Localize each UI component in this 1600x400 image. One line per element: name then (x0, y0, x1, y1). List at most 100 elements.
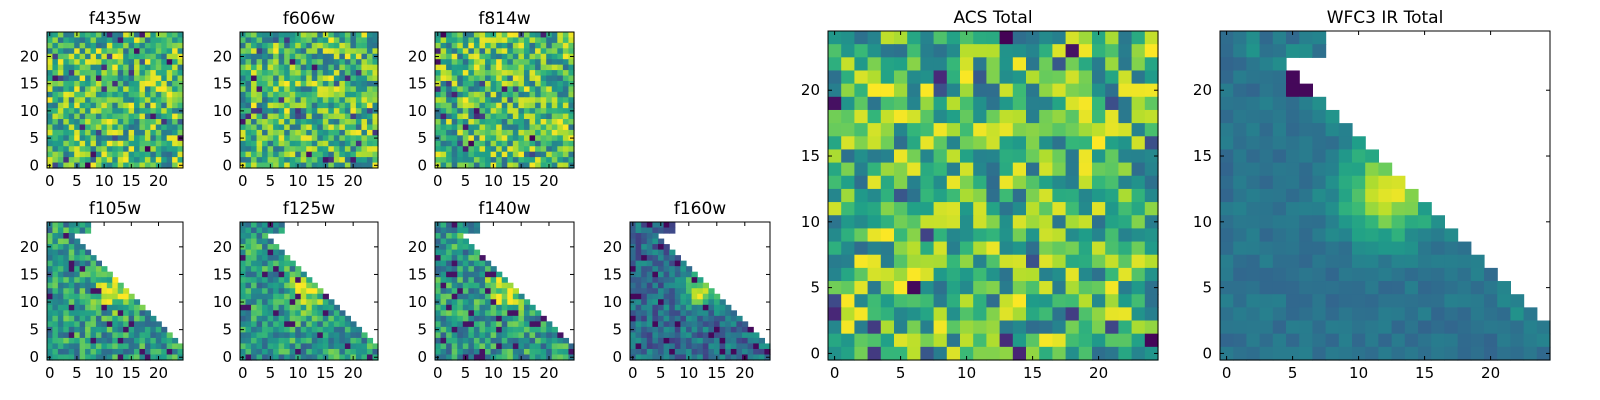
heatmap-cell (240, 64, 247, 71)
heatmap-cell (960, 149, 974, 164)
heatmap-cell (1259, 254, 1274, 269)
heatmap-cell (479, 326, 486, 333)
heatmap-cell (1026, 228, 1040, 243)
heatmap-cell (468, 293, 475, 300)
heatmap-cell (284, 129, 291, 136)
heatmap-cell (880, 215, 895, 229)
heatmap-cell (57, 348, 64, 356)
heatmap-cell (867, 241, 882, 256)
heatmap-cell (322, 146, 329, 153)
heatmap-cell (646, 354, 653, 361)
heatmap-cell (518, 293, 525, 300)
heatmap-cell (867, 307, 882, 322)
heatmap-cell (986, 333, 1001, 348)
heatmap-cell (112, 102, 119, 109)
heatmap-cell (753, 337, 760, 345)
heatmap-cell (1404, 241, 1419, 256)
heatmap-cell (920, 44, 935, 58)
heatmap-cell (920, 202, 935, 216)
heatmap-cell (278, 146, 285, 153)
heatmap-cell (350, 91, 357, 98)
heatmap-cell (101, 80, 108, 87)
heatmap-cell (1131, 294, 1146, 308)
heatmap-cell (920, 162, 935, 177)
heatmap-cell (446, 129, 453, 136)
heatmap-cell (557, 129, 564, 136)
heatmap-cell (557, 354, 564, 361)
heatmap-cell (446, 271, 453, 278)
heatmap-cell (674, 332, 681, 339)
heatmap-cell (106, 271, 113, 278)
heatmap-cell (128, 315, 135, 322)
heatmap-cell (85, 37, 92, 44)
heatmap-cell (52, 32, 59, 39)
heatmap-cell (106, 315, 113, 322)
heatmap-cell (630, 266, 637, 273)
heatmap-cell (485, 315, 492, 322)
heatmap-cell (468, 97, 475, 104)
heatmap-cell (74, 277, 81, 284)
heatmap-cell (485, 91, 492, 98)
heatmap-cell (361, 343, 368, 350)
heatmap-cell (240, 42, 247, 49)
heatmap-cell (289, 326, 296, 333)
heatmap-cell (562, 70, 570, 77)
heatmap-cell (446, 124, 453, 131)
panel-title: f435w (89, 9, 141, 29)
heatmap-cell (1118, 70, 1133, 85)
heatmap-cell (551, 146, 558, 153)
heatmap-cell (468, 343, 475, 350)
heatmap-cell (1092, 31, 1106, 45)
heatmap-cell (1039, 109, 1053, 124)
heatmap-cell (551, 140, 558, 147)
heatmap-cell (361, 53, 368, 60)
heatmap-cell (446, 32, 453, 39)
heatmap-cell (300, 326, 307, 333)
heatmap-cell (355, 64, 363, 71)
heatmap-cell (63, 97, 70, 104)
heatmap-cell (1404, 188, 1419, 203)
heatmap-cell (551, 348, 558, 356)
heatmap-cell (986, 123, 1001, 137)
heatmap-cell (63, 233, 70, 240)
heatmap-cell (63, 80, 70, 87)
heatmap-cell (166, 108, 173, 115)
heatmap-cell (1220, 202, 1234, 216)
heatmap-cell (57, 222, 64, 229)
heatmap-cell (867, 294, 882, 308)
heatmap-cell (95, 266, 102, 273)
heatmap-cell (68, 354, 75, 361)
heatmap-cell (440, 162, 447, 169)
heatmap-cell (641, 277, 648, 284)
heatmap-cell (90, 102, 97, 109)
heatmap-cell (680, 354, 687, 361)
heatmap-cell (161, 348, 168, 356)
heatmap-cell (328, 91, 335, 98)
heatmap-cell (1259, 215, 1274, 229)
heatmap-cell (344, 113, 351, 120)
heatmap-cell (68, 140, 75, 147)
heatmap-cell (47, 304, 54, 311)
heatmap-cell (273, 86, 280, 93)
heatmap-cell (256, 260, 263, 267)
heatmap-cell (490, 343, 497, 350)
axes-frame (239, 221, 379, 361)
heatmap-cell (669, 310, 676, 317)
heatmap-cell (262, 271, 269, 278)
heatmap-cell (697, 343, 704, 350)
heatmap-cell (440, 244, 447, 251)
heatmap-cell (669, 354, 676, 361)
heatmap-cell (344, 53, 351, 60)
heatmap-cell (435, 255, 442, 262)
heatmap-cell (435, 293, 442, 300)
heatmap-cell (177, 42, 184, 49)
heatmap-cell (52, 326, 59, 333)
heatmap-cell (485, 288, 492, 295)
heatmap-cell (256, 282, 263, 289)
heatmap-cell (262, 249, 269, 256)
heatmap-cell (123, 288, 130, 295)
heatmap-cell (1078, 188, 1093, 203)
heatmap-cell (551, 157, 558, 164)
heatmap-cell (161, 64, 168, 71)
heatmap-cell (355, 108, 363, 115)
